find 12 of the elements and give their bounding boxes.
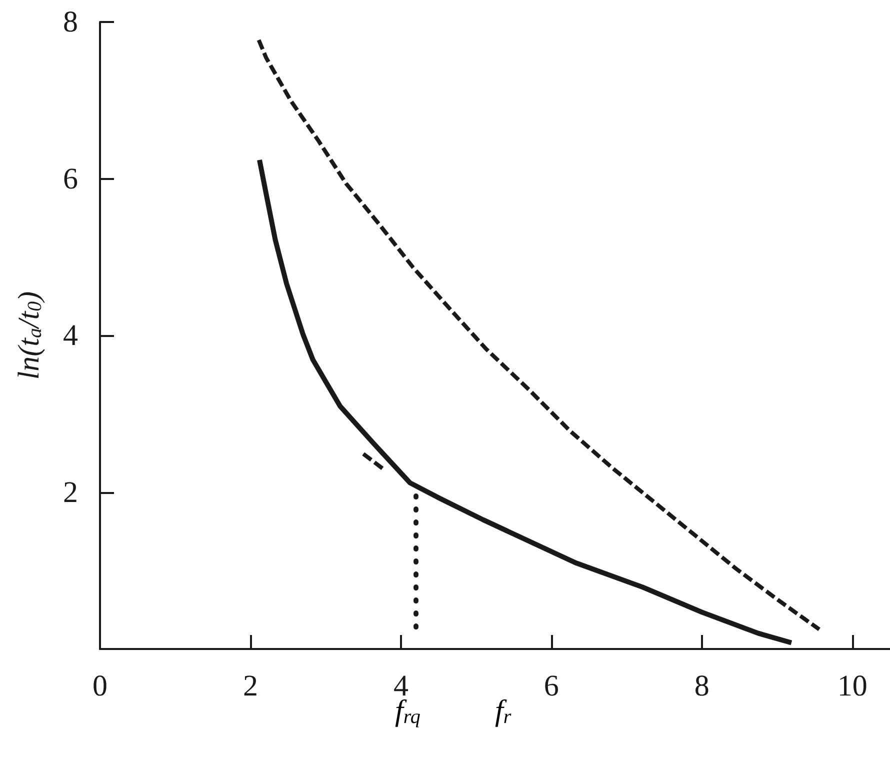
text: fr <box>495 694 512 728</box>
x-tick-label: 0 <box>92 670 108 702</box>
y-tick-label: 4 <box>63 319 78 352</box>
line-series <box>256 38 822 632</box>
y-tick-label: 8 <box>63 6 78 38</box>
x-tick-label: 8 <box>694 670 710 702</box>
y-tick-label: 6 <box>63 162 78 196</box>
x-tick-label: 2 <box>242 670 258 702</box>
y-tick-label: 2 <box>63 476 78 509</box>
x-tick-label: 10 <box>837 670 868 702</box>
y-axis-title: ln(ta/t0) <box>12 291 46 380</box>
x-tick-label: 6 <box>544 670 559 702</box>
